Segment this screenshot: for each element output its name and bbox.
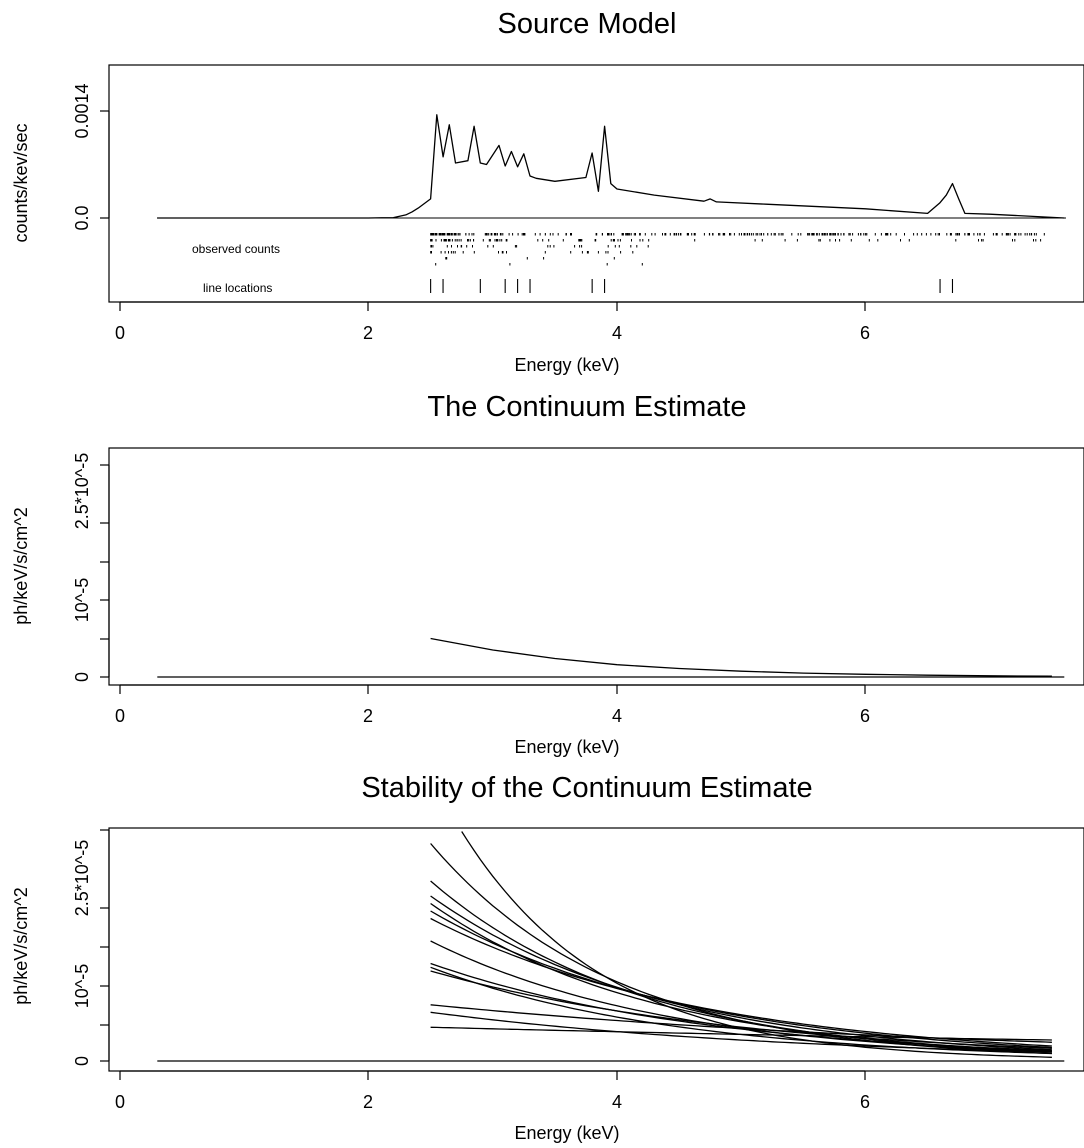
- y-tick-label: 10^-5: [72, 964, 92, 1008]
- y-tick-label: 2.5*10^-5: [72, 840, 92, 917]
- x-tick-label: 6: [860, 706, 870, 726]
- x-axis: 0 2 4 6 Energy (keV): [115, 684, 870, 757]
- y-axis-label: ph/keV/s/cm^2: [11, 507, 31, 625]
- continuum-sample-line: [430, 1026, 1052, 1041]
- continuum-sample-line: [430, 917, 1052, 1047]
- x-axis: 0 2 4 6 Energy (keV): [115, 1070, 870, 1143]
- y-tick-label: 10^-5: [72, 578, 92, 622]
- continuum-sample-line: [430, 962, 1052, 1052]
- y-tick-label: 2.5*10^-5: [72, 453, 92, 530]
- x-tick-label: 2: [363, 1092, 373, 1112]
- x-tick-label: 0: [115, 323, 125, 343]
- observed-counts-marks: [430, 233, 1045, 266]
- y-axis-label: counts/kev/sec: [11, 123, 31, 242]
- chart-title: Stability of the Continuum Estimate: [361, 772, 812, 804]
- continuum-sample-line: [430, 880, 1052, 1053]
- x-tick-label: 4: [612, 1092, 622, 1112]
- x-tick-label: 2: [363, 323, 373, 343]
- y-axis: 0 10^-5 2.5*10^-5 ph/keV/s/cm^2: [11, 829, 110, 1066]
- x-axis-label: Energy (keV): [514, 355, 619, 375]
- x-tick-label: 4: [612, 323, 622, 343]
- x-axis-label: Energy (keV): [514, 1123, 619, 1143]
- chart-title: The Continuum Estimate: [427, 391, 746, 423]
- observed-counts-label: observed counts: [192, 242, 280, 256]
- continuum-sample-curves: [430, 831, 1052, 1058]
- panel-source-model: Source Model 0 2 4 6 Energy (keV) 0.0 0.…: [11, 8, 1084, 375]
- continuum-sample-line: [430, 1011, 1052, 1053]
- y-tick-label: 0: [72, 1056, 92, 1066]
- y-tick-label: 0.0: [72, 205, 92, 230]
- x-tick-label: 2: [363, 706, 373, 726]
- line-location-marks: [430, 279, 954, 293]
- line-locations-label: line locations: [203, 281, 272, 295]
- continuum-sample-line: [461, 831, 1052, 1058]
- y-axis: 0 10^-5 2.5*10^-5 ph/keV/s/cm^2: [11, 453, 110, 682]
- y-axis-label: ph/keV/s/cm^2: [11, 887, 31, 1005]
- observed-count-mark: [430, 233, 1045, 266]
- x-tick-label: 0: [115, 706, 125, 726]
- plot-frame: [108, 447, 1084, 686]
- y-axis: 0.0 0.0014 counts/kev/sec: [11, 83, 110, 243]
- chart-title: Source Model: [498, 8, 677, 40]
- x-tick-label: 0: [115, 1092, 125, 1112]
- source-model-line: [157, 114, 1065, 219]
- x-axis-label: Energy (keV): [514, 737, 619, 757]
- x-tick-label: 6: [860, 1092, 870, 1112]
- x-tick-label: 6: [860, 323, 870, 343]
- y-tick-label: 0: [72, 672, 92, 682]
- plot-frame: [108, 827, 1084, 1072]
- x-axis: 0 2 4 6 Energy (keV): [115, 301, 870, 375]
- panel-continuum-stability: Stability of the Continuum Estimate 0 2 …: [11, 772, 1084, 1143]
- y-tick-label: 0.0014: [72, 83, 92, 138]
- continuum-estimate-line: [430, 637, 1052, 677]
- continuum-sample-line: [430, 970, 1052, 1049]
- continuum-sample-line: [430, 910, 1052, 1049]
- x-tick-label: 4: [612, 706, 622, 726]
- panel-continuum-estimate: The Continuum Estimate 0 2 4 6 Energy (k…: [11, 391, 1084, 757]
